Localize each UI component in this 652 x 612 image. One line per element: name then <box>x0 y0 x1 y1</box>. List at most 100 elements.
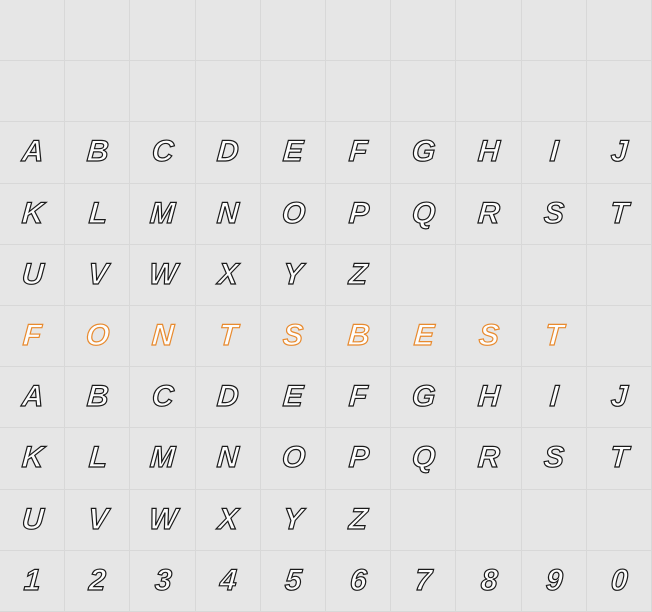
glyph: F <box>22 321 41 351</box>
glyph-cell: F <box>326 367 391 428</box>
glyph-cell: X <box>196 245 261 306</box>
glyph-cell: B <box>326 306 391 367</box>
glyph-cell <box>326 61 391 122</box>
glyph: M <box>149 199 175 229</box>
glyph-cell <box>522 61 587 122</box>
glyph-cell: O <box>261 184 326 245</box>
glyph: B <box>347 321 370 351</box>
glyph-cell: V <box>65 245 130 306</box>
glyph-cell <box>326 0 391 61</box>
glyph: L <box>88 443 107 473</box>
glyph: G <box>411 382 435 412</box>
glyph: 5 <box>284 566 302 596</box>
glyph-cell: N <box>196 184 261 245</box>
glyph-cell: Y <box>261 245 326 306</box>
glyph-cell <box>196 61 261 122</box>
glyph-cell: H <box>456 122 521 183</box>
glyph-cell <box>130 0 195 61</box>
glyph-cell: W <box>130 490 195 551</box>
glyph: Y <box>282 505 303 535</box>
glyph: E <box>282 382 303 412</box>
glyph: V <box>87 260 108 290</box>
glyph: A <box>21 382 44 412</box>
glyph: U <box>21 505 44 535</box>
glyph: N <box>216 199 239 229</box>
glyph: Q <box>411 199 435 229</box>
glyph: G <box>411 137 435 167</box>
glyph-cell: Q <box>391 184 456 245</box>
glyph-cell: 3 <box>130 551 195 612</box>
glyph: V <box>87 505 108 535</box>
glyph-cell: 6 <box>326 551 391 612</box>
glyph: S <box>478 321 499 351</box>
glyph: Z <box>348 505 367 535</box>
glyph: 4 <box>219 566 237 596</box>
glyph: M <box>149 443 175 473</box>
glyph-cell: K <box>0 428 65 489</box>
glyph: O <box>281 199 305 229</box>
glyph-cell: P <box>326 428 391 489</box>
glyph: S <box>543 443 564 473</box>
glyph: 2 <box>88 566 106 596</box>
glyph-cell <box>65 0 130 61</box>
glyph-cell: W <box>130 245 195 306</box>
glyph: Y <box>282 260 303 290</box>
glyph-cell: M <box>130 184 195 245</box>
glyph: B <box>86 137 109 167</box>
glyph-cell: O <box>261 428 326 489</box>
glyph: T <box>609 199 628 229</box>
glyph-cell: F <box>0 306 65 367</box>
glyph: E <box>413 321 434 351</box>
glyph-cell: E <box>261 122 326 183</box>
glyph-cell: I <box>522 367 587 428</box>
glyph-cell <box>261 0 326 61</box>
glyph-cell: 4 <box>196 551 261 612</box>
glyph-grid: ABCDEFGHIJKLMNOPQRSTUVWXYZFONTSBESTABCDE… <box>0 0 652 612</box>
glyph-cell: N <box>130 306 195 367</box>
glyph-cell <box>196 0 261 61</box>
glyph-cell: 1 <box>0 551 65 612</box>
glyph-cell: U <box>0 245 65 306</box>
glyph-cell: R <box>456 428 521 489</box>
glyph: E <box>282 137 303 167</box>
glyph: S <box>282 321 303 351</box>
glyph: 3 <box>154 566 172 596</box>
glyph: J <box>610 382 628 412</box>
glyph: O <box>85 321 109 351</box>
glyph: I <box>549 137 558 167</box>
glyph: W <box>148 505 177 535</box>
glyph-cell: S <box>522 184 587 245</box>
glyph-cell: D <box>196 122 261 183</box>
glyph-cell: T <box>196 306 261 367</box>
glyph-cell: E <box>391 306 456 367</box>
glyph: P <box>348 443 369 473</box>
glyph-cell: C <box>130 122 195 183</box>
glyph-cell: 0 <box>587 551 652 612</box>
glyph: O <box>281 443 305 473</box>
glyph-cell: A <box>0 122 65 183</box>
glyph-cell: R <box>456 184 521 245</box>
glyph: C <box>151 382 174 412</box>
glyph: N <box>151 321 174 351</box>
glyph-cell <box>587 61 652 122</box>
glyph-cell: O <box>65 306 130 367</box>
glyph-cell: G <box>391 122 456 183</box>
glyph-cell: C <box>130 367 195 428</box>
glyph-cell: K <box>0 184 65 245</box>
glyph-cell: 5 <box>261 551 326 612</box>
glyph-cell: F <box>326 122 391 183</box>
glyph-cell: L <box>65 428 130 489</box>
glyph: H <box>477 382 500 412</box>
glyph: A <box>21 137 44 167</box>
glyph: 7 <box>414 566 432 596</box>
glyph-cell <box>522 245 587 306</box>
glyph-cell: G <box>391 367 456 428</box>
glyph-cell: T <box>587 184 652 245</box>
glyph-cell: Q <box>391 428 456 489</box>
glyph-cell: Z <box>326 245 391 306</box>
glyph-cell <box>456 245 521 306</box>
glyph-cell: Y <box>261 490 326 551</box>
glyph: T <box>544 321 563 351</box>
glyph: 6 <box>349 566 367 596</box>
glyph-cell: 7 <box>391 551 456 612</box>
